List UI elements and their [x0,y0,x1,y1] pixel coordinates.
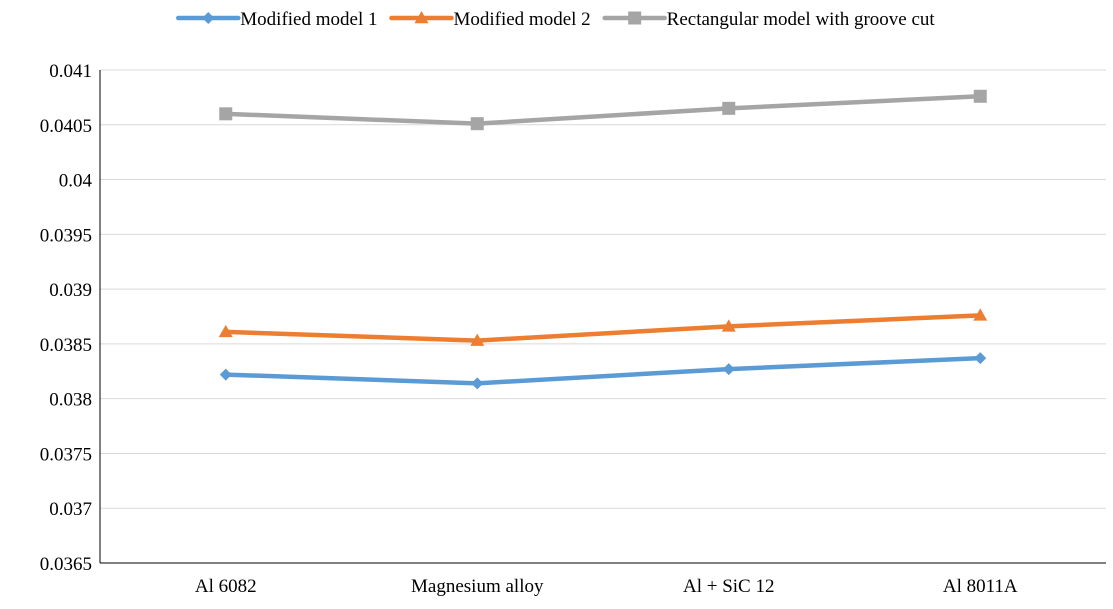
y-tick-label: 0.0405 [40,116,92,137]
y-axis-tick-labels: 0.0365 0.037 0.0375 0.038 0.0385 0.039 0.0395 0… [40,61,93,575]
axes [99,70,1106,564]
series-lines [223,94,983,386]
x-axis-tick-labels: Al 6082 Magnesium alloy Al + SiC 12 Al 8011… [195,576,1018,597]
series-line-modified-model-1 [223,355,983,386]
data-point-modified-model-1-al-8011a [974,352,987,365]
data-point-modified-model-2-al-sic-12 [721,319,736,332]
y-tick-label: 0.04 [59,171,93,192]
data-point-modified-model-2-al-6082 [218,324,233,338]
x-tick-label-al-sic-12: Al + SiC 12 [683,576,774,597]
legend-label-modified-model-2: Modified model 2 [453,9,590,30]
data-point-rectangular-model-with-groove-cut-al-8011a [973,89,987,103]
series-line-rectangular-model-with-groove-cut [223,94,983,126]
y-tick-label: 0.0375 [40,444,92,465]
legend-marker-rectangular-model-with-groove-cut [628,11,642,25]
legend-marker-modified-model-2 [414,11,429,24]
data-point-modified-model-1-al-6082 [219,368,232,381]
data-point-rectangular-model-with-groove-cut-magnesium-alloy [470,117,484,131]
x-tick-label-al-8011a: Al 8011A [943,576,1018,597]
legend-marker-modified-model-1 [202,12,215,24]
data-point-modified-model-2-magnesium-alloy [470,333,485,346]
x-tick-label-magnesium-alloy: Magnesium alloy [411,576,544,597]
series-markers [218,89,988,390]
data-point-rectangular-model-with-groove-cut-al-sic-12 [722,101,736,115]
y-tick-label: 0.041 [49,61,92,82]
y-tick-label: 0.037 [49,499,92,520]
gridlines [100,69,1106,509]
y-tick-label: 0.0385 [40,335,92,356]
y-tick-label: 0.0395 [40,225,92,246]
y-tick-label: 0.038 [49,390,92,411]
y-tick-label: 0.0365 [40,554,92,575]
legend-label-modified-model-1: Modified model 1 [240,9,377,30]
series-line-modified-model-2 [223,313,983,343]
legend: Modified model 1 Modified model 2 Rectangu… [176,9,936,30]
data-point-modified-model-1-al-sic-12 [722,363,735,376]
data-point-rectangular-model-with-groove-cut-al-6082 [219,107,233,121]
legend-label-rectangular-model-with-groove-cut: Rectangular model with groove cut [667,9,936,30]
data-point-modified-model-1-magnesium-alloy [471,377,484,390]
x-tick-label-al-6082: Al 6082 [195,576,257,597]
y-tick-label: 0.039 [49,280,92,301]
data-point-modified-model-2-al-8011a [973,308,988,321]
